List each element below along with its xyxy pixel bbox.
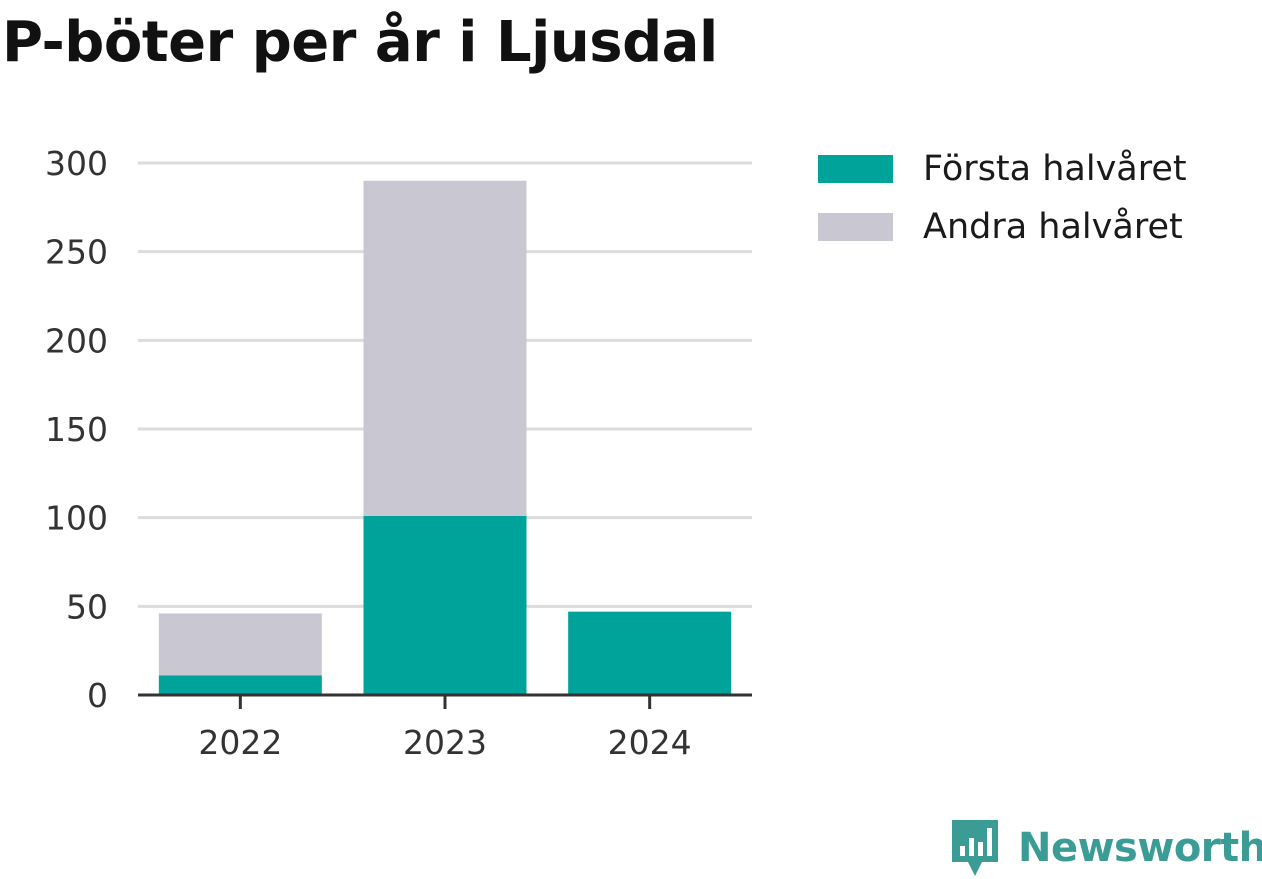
- bar-segment-forsta: [158, 675, 322, 695]
- legend-label: Andra halvåret: [923, 207, 1183, 247]
- bar-segment-andra: [363, 180, 527, 516]
- legend-item: Första halvåret: [818, 140, 1187, 198]
- legend-label: Första halvåret: [923, 149, 1187, 189]
- chart-legend: Första halvåret Andra halvåret: [818, 140, 1187, 256]
- x-tick-label: 2022: [198, 723, 282, 762]
- newsworthy-logo-icon: [952, 820, 998, 876]
- legend-swatch: [818, 213, 893, 241]
- y-tick-label: 150: [45, 410, 108, 449]
- y-tick-label: 300: [45, 144, 108, 183]
- x-tick-label: 2023: [403, 723, 487, 762]
- y-tick-label: 50: [66, 587, 108, 626]
- bar-chart: 0 50 100 150 200 250 300 2022 2023 2024: [45, 144, 752, 762]
- y-tick-label: 200: [45, 321, 108, 360]
- newsworthy-logo: Newsworthy: [950, 818, 1262, 878]
- y-tick-label: 0: [87, 676, 108, 715]
- y-tick-label: 250: [45, 233, 108, 272]
- x-tick-label: 2024: [608, 723, 692, 762]
- legend-swatch: [818, 155, 893, 183]
- bar-segment-andra: [158, 613, 322, 676]
- newsworthy-logo-text: Newsworthy: [1018, 825, 1262, 871]
- legend-item: Andra halvåret: [818, 198, 1187, 256]
- chart-title: P-böter per år i Ljusdal: [2, 10, 718, 75]
- y-tick-label: 100: [45, 499, 108, 538]
- bar-segment-forsta: [363, 515, 527, 695]
- bar-segment-forsta: [568, 611, 732, 695]
